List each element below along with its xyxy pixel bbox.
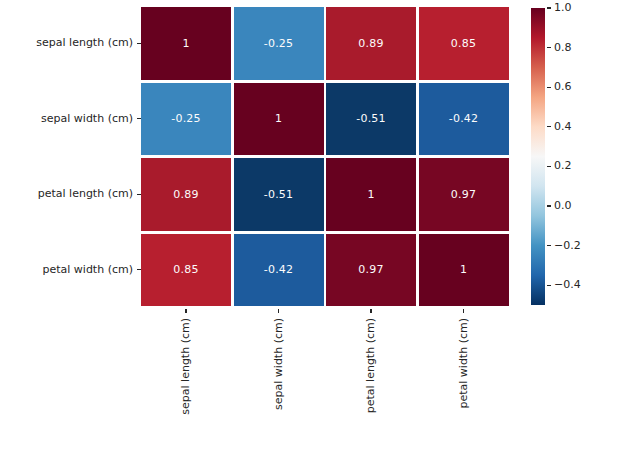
- correlation-heatmap-figure: 1-0.250.890.85-0.251-0.51-0.420.89-0.511…: [0, 0, 622, 472]
- heatmap-cell: 0.85: [141, 234, 231, 307]
- x-tick-mark: [185, 309, 186, 313]
- y-tick-mark: [137, 269, 141, 270]
- colorbar-gradient: [531, 8, 545, 305]
- heatmap-cell: -0.25: [141, 83, 231, 156]
- heatmap-cell: 0.85: [419, 7, 509, 80]
- x-tick-mark: [278, 309, 279, 313]
- colorbar-tick-mark: [547, 7, 551, 8]
- x-tick-mark: [370, 309, 371, 313]
- colorbar-tick-mark: [547, 126, 551, 127]
- heatmap-cell: 1: [234, 83, 324, 156]
- x-tick-label: petal width (cm): [457, 318, 471, 448]
- heatmap-cell: 1: [326, 158, 416, 231]
- x-tick-label: sepal width (cm): [272, 318, 286, 448]
- colorbar-tick-mark: [547, 245, 551, 246]
- colorbar-tick-mark: [547, 87, 551, 88]
- heatmap-cell: 1: [419, 234, 509, 307]
- heatmap-cell: 0.89: [141, 158, 231, 231]
- heatmap-cell: 1: [141, 7, 231, 80]
- colorbar-tick-label: 0.2: [554, 159, 572, 173]
- heatmap-grid: 1-0.250.890.85-0.251-0.51-0.420.89-0.511…: [141, 7, 509, 306]
- heatmap-cell: -0.51: [234, 158, 324, 231]
- heatmap-cell: 0.97: [326, 234, 416, 307]
- colorbar-tick-mark: [547, 166, 551, 167]
- colorbar-tick-label: 0.8: [554, 41, 572, 55]
- heatmap-cell: -0.51: [326, 83, 416, 156]
- y-tick-mark: [137, 43, 141, 44]
- x-tick-label: sepal length (cm): [179, 318, 193, 448]
- colorbar-tick-label: 0.0: [554, 199, 572, 213]
- colorbar-tick-label: 0.6: [554, 80, 572, 94]
- y-tick-mark: [137, 118, 141, 119]
- x-tick-mark: [463, 309, 464, 313]
- colorbar-tick-label: 1.0: [554, 1, 572, 15]
- y-tick-label: sepal length (cm): [0, 36, 133, 50]
- x-tick-label: petal length (cm): [364, 318, 378, 448]
- colorbar-tick-mark: [547, 205, 551, 206]
- colorbar-tick-label: 0.4: [554, 120, 572, 134]
- colorbar-tick-mark: [547, 47, 551, 48]
- heatmap-cell: -0.42: [419, 83, 509, 156]
- y-tick-mark: [137, 194, 141, 195]
- colorbar-tick-label: −0.2: [554, 239, 581, 253]
- y-tick-label: sepal width (cm): [0, 112, 133, 126]
- colorbar-tick-mark: [547, 285, 551, 286]
- colorbar-tick-label: −0.4: [554, 278, 581, 292]
- y-tick-label: petal width (cm): [0, 263, 133, 277]
- heatmap-cell: 0.89: [326, 7, 416, 80]
- heatmap-cell: 0.97: [419, 158, 509, 231]
- heatmap-cell: -0.25: [234, 7, 324, 80]
- heatmap-cell: -0.42: [234, 234, 324, 307]
- y-tick-label: petal length (cm): [0, 187, 133, 201]
